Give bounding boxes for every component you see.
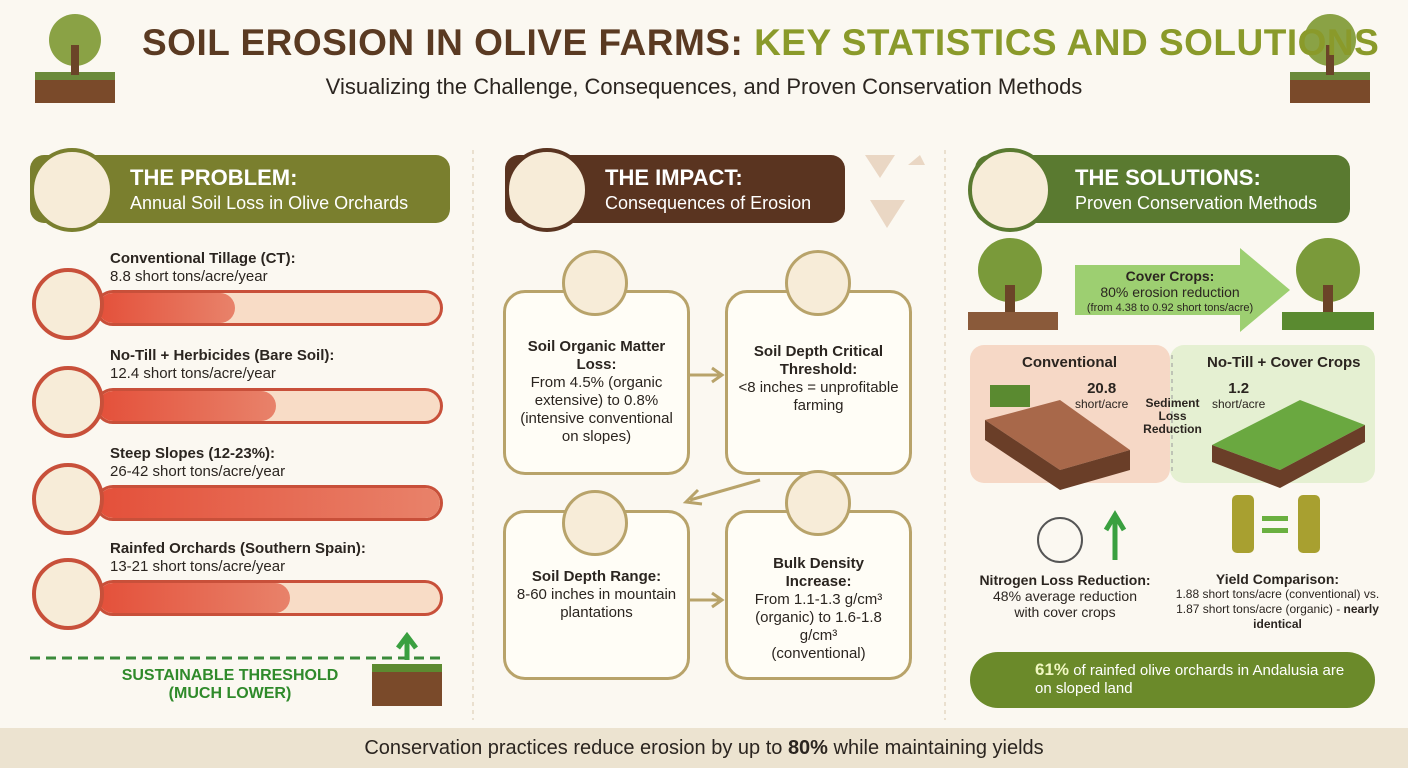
item: Conventional Tillage (CT): 8.8 short tons…	[110, 250, 296, 286]
item: No-Till + Herbicides (Bare Soil): 12.4 sh…	[110, 347, 334, 383]
cc-line: 80% erosion reduction	[1100, 284, 1240, 300]
footer-strong: 80%	[787, 737, 828, 759]
icon	[32, 463, 104, 535]
item-label: No-Till + Herbicides (Bare Soil):	[110, 347, 335, 364]
title-accent: KEY STATISTICS AND SOLUTIONS	[754, 22, 1380, 63]
icon	[785, 250, 851, 316]
impact-box: Soil Depth Range: 8-60 inches in mountain…	[503, 510, 690, 680]
y-text: 1.88 short tons/acre (conventional) vs. …	[1175, 587, 1380, 616]
cmp-left-unit: short/acre	[1075, 397, 1129, 411]
note-strong: 61%	[1035, 660, 1070, 679]
cmp-left: 20.8 short/acre	[1075, 380, 1128, 411]
subheading: Annual Soil Loss in Olive Orchards	[130, 193, 409, 213]
bar	[95, 388, 443, 424]
item-value: 8.8 short tons/acre/year	[110, 268, 268, 285]
cmp-left-title: Conventional	[1022, 354, 1118, 371]
icon	[32, 268, 104, 340]
heading: THE IMPACT:	[605, 165, 743, 190]
impact-box: Bulk Density Increase: From 1.1-1.3 g/cm³…	[725, 510, 912, 680]
icon	[968, 148, 1052, 232]
cmp-right-unit: short/acre	[1212, 397, 1266, 411]
nitrogen: Nitrogen Loss Reduction: 48% average redu…	[970, 572, 1160, 620]
cover-crops: Cover Crops: 80% erosion reduction (from 4…	[1070, 268, 1270, 316]
n-text: 48% average reduction with cover crops	[993, 588, 1137, 620]
item-label: Steep Slopes (12-23%):	[110, 445, 276, 462]
cc-title: Cover Crops:	[1125, 268, 1215, 284]
icon	[32, 366, 104, 438]
heading: THE SOLUTIONS:	[1075, 165, 1261, 190]
impact-box: Soil Depth Critical Threshold: <8 inches …	[725, 290, 912, 475]
box-text: 8-60 inches in mountain plantations	[516, 586, 677, 621]
box-text: From 4.5% (organic extensive) to 0.8% (i…	[520, 374, 673, 445]
note-text: of rainfed olive orchards in Andalusia a…	[1035, 662, 1345, 697]
cmp-right: 1.2 short/acre	[1212, 380, 1265, 411]
impact-box: Soil Organic Matter Loss: From 4.5% (orga…	[503, 290, 690, 475]
item-value: 12.4 short tons/acre/year	[110, 365, 276, 382]
footer: Conservation practices reduce erosion by…	[0, 728, 1408, 768]
threshold-label: SUSTAINABLE THRESHOLD	[121, 667, 339, 684]
heading: THE PROBLEM:	[130, 165, 298, 190]
item-label: Rainfed Orchards (Southern Spain):	[110, 540, 366, 557]
subheading: Proven Conservation Methods	[1075, 193, 1318, 213]
icon	[562, 250, 628, 316]
item: Steep Slopes (12-23%): 26-42 short tons/a…	[110, 445, 285, 481]
item: Rainfed Orchards (Southern Spain): 13-21 …	[110, 540, 366, 576]
box-title: Soil Depth Critical Threshold:	[753, 343, 884, 378]
icon	[32, 558, 104, 630]
y-strong: nearly identical	[1253, 602, 1379, 631]
item-value: 26-42 short tons/acre/year	[110, 463, 286, 480]
icon	[785, 470, 851, 536]
bar	[95, 290, 443, 326]
threshold: SUSTAINABLE THRESHOLD (MUCH LOWER)	[110, 667, 350, 703]
box-title: Bulk Density Increase:	[773, 555, 864, 590]
yield: Yield Comparison: 1.88 short tons/acre (c…	[1165, 572, 1390, 632]
y-title: Yield Comparison:	[1215, 571, 1340, 587]
footer-text: while maintaining yields	[833, 737, 1044, 759]
subtitle: Visualizing the Challenge, Consequences,…	[325, 74, 1083, 99]
cmp-middle: Sediment Loss Reduction	[1143, 396, 1202, 436]
cmp-right-title: No-Till + Cover Crops	[1207, 354, 1361, 371]
cmp-right-value: 1.2	[1228, 380, 1250, 397]
box-title: Soil Depth Range:	[531, 568, 662, 585]
footer-text: Conservation practices reduce erosion by…	[364, 737, 783, 759]
icon	[562, 490, 628, 556]
icon	[30, 148, 114, 232]
threshold-note: (MUCH LOWER)	[168, 685, 292, 702]
cmp-left-value: 20.8	[1087, 380, 1117, 397]
subheading: Consequences of Erosion	[605, 193, 812, 213]
bar	[95, 580, 443, 616]
bar	[95, 485, 443, 521]
item-value: 13-21 short tons/acre/year	[110, 558, 286, 575]
n-title: Nitrogen Loss Reduction:	[979, 572, 1151, 588]
note: 61% of rainfed olive orchards in Andalus…	[970, 652, 1375, 708]
icon	[505, 148, 589, 232]
item-label: Conventional Tillage (CT):	[110, 250, 296, 267]
box-text: From 1.1-1.3 g/cm³ (organic) to 1.6-1.8 …	[754, 591, 883, 662]
box-title: Soil Organic Matter Loss:	[527, 338, 666, 373]
box-text: <8 inches = unprofitable farming	[738, 379, 899, 414]
title-main: SOIL EROSION IN OLIVE FARMS:	[142, 22, 744, 63]
cc-detail: (from 4.38 to 0.92 short tons/acre)	[1086, 302, 1254, 314]
title: SOIL EROSION IN OLIVE FARMS: KEY STATIST…	[142, 22, 1379, 64]
